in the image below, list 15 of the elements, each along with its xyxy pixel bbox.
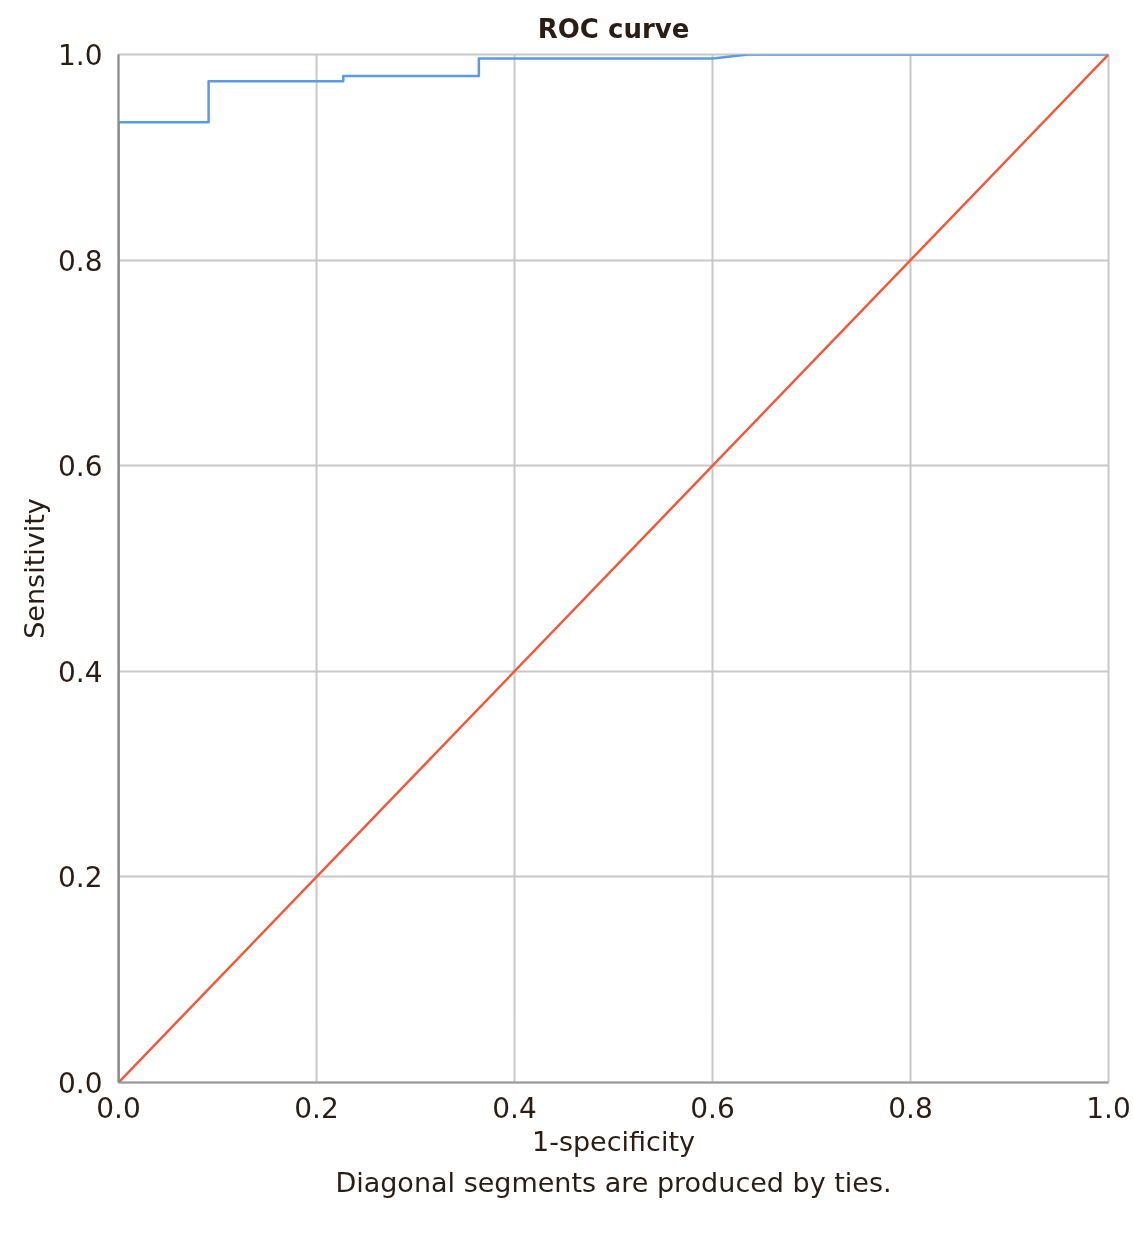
y-tick-label: 0.2: [57, 861, 103, 895]
y-tick-label: 0.6: [57, 450, 103, 484]
x-tick-label: 0.4: [492, 1091, 537, 1125]
y-tick-label: 0.4: [57, 655, 103, 689]
x-tick-label: 0.6: [690, 1091, 735, 1125]
y-axis-title: Sensitivity: [18, 498, 50, 639]
x-tick-label: 0.2: [294, 1091, 339, 1125]
x-tick-label: 1.0: [1086, 1091, 1131, 1125]
chart-title: ROC curve: [537, 13, 690, 44]
x-tick-label: 0.8: [888, 1091, 933, 1125]
y-tick-label: 1.0: [57, 39, 103, 72]
y-tick-label: 0.8: [57, 244, 103, 278]
x-tick-label: 0.0: [96, 1091, 141, 1125]
text: Diagonal segments are produced by ties.: [335, 1166, 892, 1198]
x-axis-title: 1-specificity: [532, 1125, 696, 1157]
